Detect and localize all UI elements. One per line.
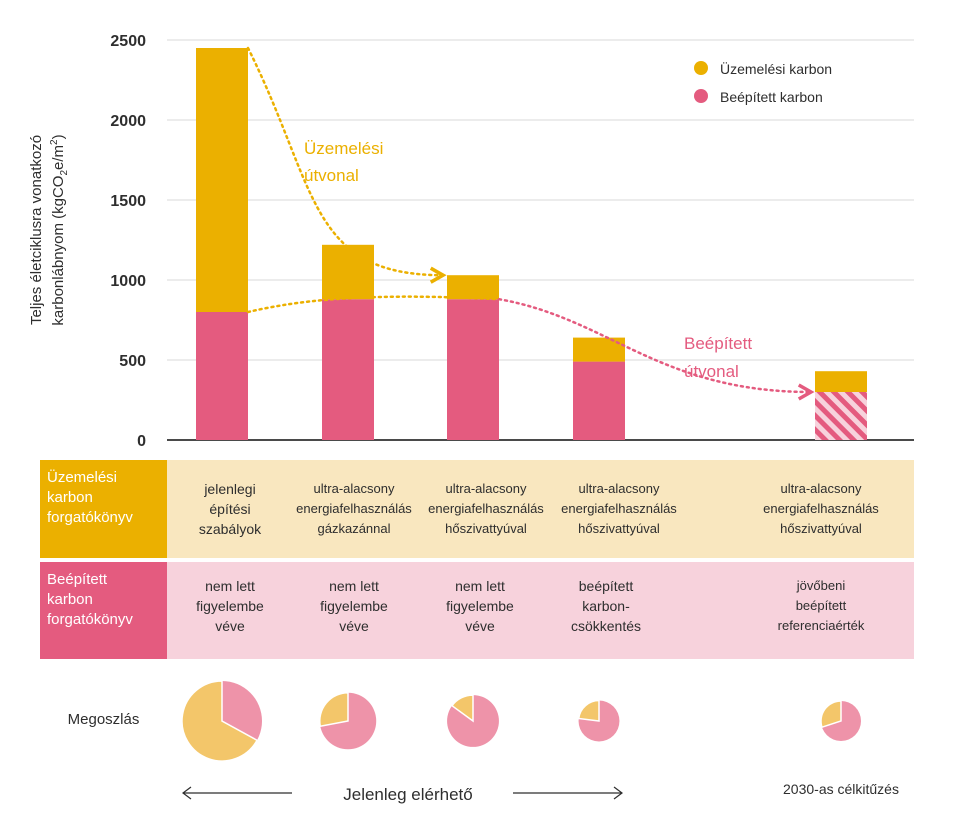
operational-cell-1: jelenlegi építési szabályok	[198, 481, 262, 537]
embodied-path-arrow	[497, 297, 811, 392]
embodied-cell-2: nem lett figyelembe véve	[320, 578, 388, 634]
bar-operational	[322, 244, 374, 300]
operational-cell-5: ultra-alacsony energiafelhasználás hősziva…	[763, 481, 879, 536]
embodied-cell-4: beépített karbon-csökkentés	[570, 578, 642, 634]
legend-operational-label: Üzemelési karbon	[720, 60, 832, 77]
bar-operational	[447, 275, 499, 300]
pie-operational	[181, 680, 259, 762]
left-arrow-icon	[182, 786, 192, 800]
bar-embodied	[573, 361, 625, 440]
operational-cell-2: ultra-alacsony energiafelhasználás gázkazá…	[296, 481, 412, 536]
operational-cell-4: ultra-alacsony energiafelhasználás hősziva…	[561, 481, 677, 536]
pie-operational	[319, 692, 349, 728]
bar-embodied	[322, 299, 374, 440]
svg-text:karbonlábnyom (kgCO2e/m2): karbonlábnyom (kgCO2e/m2)	[49, 134, 70, 325]
pie-operational	[450, 694, 474, 723]
operational-row-background	[167, 460, 914, 558]
operational-path-label-line2: útvonal	[304, 166, 359, 185]
legend-operational-swatch	[694, 61, 708, 75]
y-tick-label: 1000	[110, 273, 146, 290]
embodied-connector-path	[246, 295, 501, 314]
legend-embodied-label: Beépített karbon	[720, 89, 823, 105]
pie-operational	[820, 700, 842, 729]
legend-embodied-swatch	[694, 89, 708, 103]
pie-row-label: Megoszlás	[67, 711, 140, 728]
y-tick-label: 2500	[110, 33, 146, 50]
operational-scenario-label: Üzemelési karbon forgatókönyv	[40, 460, 167, 558]
operational-cell-3: ultra-alacsony energiafelhasználás hősziva…	[428, 481, 544, 536]
current-label: Jelenleg elérhető	[343, 785, 472, 804]
bar-embodied	[447, 299, 499, 440]
operational-path-label-line1: Üzemelési	[304, 139, 383, 158]
bar-embodied	[815, 392, 867, 440]
pie-operational	[577, 699, 600, 722]
y-axis-label: Teljes életciklusra vonatkozó karbonlábn…	[28, 134, 70, 325]
bar-operational	[815, 371, 867, 392]
y-tick-label: 0	[137, 433, 146, 450]
svg-text:Teljes életciklusra vonatkozó: Teljes életciklusra vonatkozó	[28, 135, 45, 325]
y-tick-label: 1500	[110, 193, 146, 210]
legend: Üzemelési karbon Beépített karbon	[694, 60, 832, 105]
embodied-cell-3: nem lett figyelembe véve	[446, 578, 514, 634]
embodied-cell-1: nem lett figyelembe véve	[196, 578, 264, 634]
embodied-path-label-line1: Beépített	[684, 334, 752, 353]
right-arrow-icon	[613, 786, 623, 800]
embodied-path-label-line2: útvonal	[684, 362, 739, 381]
embodied-scenario-label: Beépített karbon forgatókönyv	[40, 562, 167, 659]
embodied-row-background	[167, 562, 914, 659]
y-tick-label: 500	[119, 353, 146, 370]
bar-embodied	[196, 312, 248, 440]
target-label: 2030-as célkitűzés	[783, 781, 899, 797]
embodied-cell-5: jövőbeni beépített referenciaérték	[777, 578, 865, 633]
operational-path-arrow	[246, 46, 443, 275]
y-tick-label: 2000	[110, 113, 146, 130]
bar-operational	[196, 48, 248, 312]
footer: Jelenleg elérhető 2030-as célkitűzés	[182, 781, 899, 804]
